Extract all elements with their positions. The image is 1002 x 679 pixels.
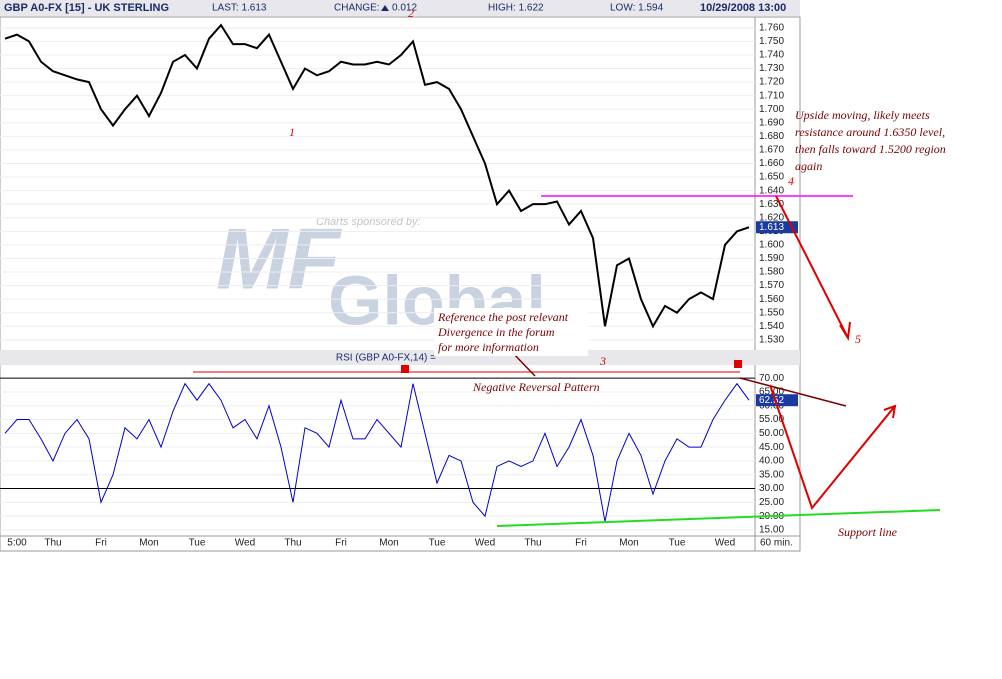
y-tick-label: 1.540 bbox=[759, 321, 784, 332]
x-tick-label: Wed bbox=[715, 538, 735, 549]
plots: 1.530 1.540 1.550 1.560 1.570 1.580 1.590 1.600… bbox=[0, 22, 798, 549]
x-tick-label: Fri bbox=[335, 538, 347, 549]
y-tick-label: 25.00 bbox=[759, 497, 784, 508]
y-tick-label: 1.730 bbox=[759, 63, 784, 74]
peak-marker bbox=[401, 365, 409, 373]
y-tick-label: 1.740 bbox=[759, 50, 784, 61]
header-change: CHANGE: bbox=[334, 3, 380, 14]
peak-marker bbox=[734, 360, 742, 368]
y-tick-label: 1.630 bbox=[759, 199, 784, 210]
up-icon bbox=[381, 5, 389, 11]
y-tick-label: 40.00 bbox=[759, 456, 784, 467]
forecast-note: Upside moving, likely meets bbox=[795, 108, 930, 122]
x-tick-label: Thu bbox=[524, 538, 541, 549]
header-low: LOW: 1.594 bbox=[610, 3, 664, 14]
x-tick-label: 5:00 bbox=[7, 538, 27, 549]
series-line bbox=[4, 23, 750, 329]
y-tick-label: 1.690 bbox=[759, 117, 784, 128]
y-tick-label: 1.750 bbox=[759, 36, 784, 47]
y-tick-label: 50.00 bbox=[759, 428, 784, 439]
x-tick-label: Fri bbox=[95, 538, 107, 549]
y-tick-label: 15.00 bbox=[759, 525, 784, 536]
reference-note: for more information bbox=[438, 340, 539, 354]
x-tick-label: Fri bbox=[575, 538, 587, 549]
y-tick-label: 70.00 bbox=[759, 373, 784, 384]
y-tick-label: 1.710 bbox=[759, 90, 784, 101]
support-note: Support line bbox=[838, 525, 898, 539]
sponsor-text: Charts sponsored by: bbox=[316, 216, 421, 228]
header-last: LAST: 1.613 bbox=[212, 3, 267, 14]
support-line bbox=[496, 509, 941, 527]
y-tick-label: 1.550 bbox=[759, 307, 784, 318]
x-tick-label: Wed bbox=[475, 538, 495, 549]
forecast-note: then falls toward 1.5200 region bbox=[795, 142, 946, 156]
y-tick-label: 1.590 bbox=[759, 253, 784, 264]
y-tick-label: 45.00 bbox=[759, 442, 784, 453]
rsi-title: RSI (GBP A0-FX,14) = bbox=[336, 353, 436, 364]
reference-note: Reference the post relevant bbox=[437, 310, 569, 324]
note-bg bbox=[434, 308, 588, 356]
y-tick-label: 1.660 bbox=[759, 158, 784, 169]
x-tick-label: Tue bbox=[429, 538, 446, 549]
x-tick-label: Tue bbox=[669, 538, 686, 549]
reference-note: Divergence in the forum bbox=[437, 325, 555, 339]
pattern-note: Negative Reversal Pattern bbox=[472, 380, 600, 394]
y-tick-label: 1.720 bbox=[759, 77, 784, 88]
x-tick-label: Mon bbox=[139, 538, 158, 549]
rsi-forecast-arrow bbox=[769, 384, 897, 511]
x-tick-label: Mon bbox=[619, 538, 638, 549]
y-tick-label: 1.580 bbox=[759, 267, 784, 278]
y-tick-label: 1.600 bbox=[759, 240, 784, 251]
y-tick-label: 1.570 bbox=[759, 280, 784, 291]
last-value-box bbox=[756, 221, 798, 234]
forecast-note: again bbox=[795, 159, 822, 173]
y-tick-label: 1.560 bbox=[759, 294, 784, 305]
y-tick-label: 1.650 bbox=[759, 172, 784, 183]
last-value-box bbox=[756, 394, 798, 407]
y-tick-label: 1.530 bbox=[759, 334, 784, 345]
rsi-bar bbox=[0, 350, 800, 365]
y-tick-label: 1.640 bbox=[759, 185, 784, 196]
y-tick-label: 1.620 bbox=[759, 212, 784, 223]
marker-4: 4 bbox=[788, 174, 794, 188]
last-value-label: 1.613 bbox=[759, 222, 784, 233]
forecast-note: resistance around 1.6350 level, bbox=[795, 125, 945, 139]
header-change-value: 0.012 bbox=[392, 3, 417, 14]
logo-mf: MF bbox=[216, 212, 343, 308]
x-tick-label: Thu bbox=[44, 538, 61, 549]
y-tick-label: 1.670 bbox=[759, 145, 784, 156]
frame bbox=[0, 16, 801, 552]
forecast-arrow bbox=[775, 195, 851, 341]
series-line bbox=[4, 382, 750, 522]
x-unit-label: 60 min. bbox=[760, 538, 793, 549]
marker-2: 2 bbox=[408, 6, 414, 20]
y-tick-label: 55.00 bbox=[759, 414, 784, 425]
marker-1: 1 bbox=[289, 125, 295, 139]
y-tick-label: 1.760 bbox=[759, 22, 784, 33]
x-tick-label: Tue bbox=[189, 538, 206, 549]
last-value-label: 62.52 bbox=[759, 395, 784, 406]
header-title: GBP A0-FX [15] - UK STERLING bbox=[4, 2, 169, 14]
header-high: HIGH: 1.622 bbox=[488, 3, 544, 14]
y-tick-label: 1.700 bbox=[759, 104, 784, 115]
divergence-line bbox=[739, 377, 847, 407]
header-datetime: 10/29/2008 13:00 bbox=[700, 2, 786, 14]
x-tick-label: Thu bbox=[284, 538, 301, 549]
x-tick-label: Wed bbox=[235, 538, 255, 549]
header-bar bbox=[0, 0, 800, 16]
x-tick-label: Mon bbox=[379, 538, 398, 549]
y-tick-label: 30.00 bbox=[759, 483, 784, 494]
y-tick-label: 1.680 bbox=[759, 131, 784, 142]
marker-3: 3 bbox=[599, 354, 606, 368]
y-tick-label: 35.00 bbox=[759, 469, 784, 480]
marker-5: 5 bbox=[855, 332, 861, 346]
